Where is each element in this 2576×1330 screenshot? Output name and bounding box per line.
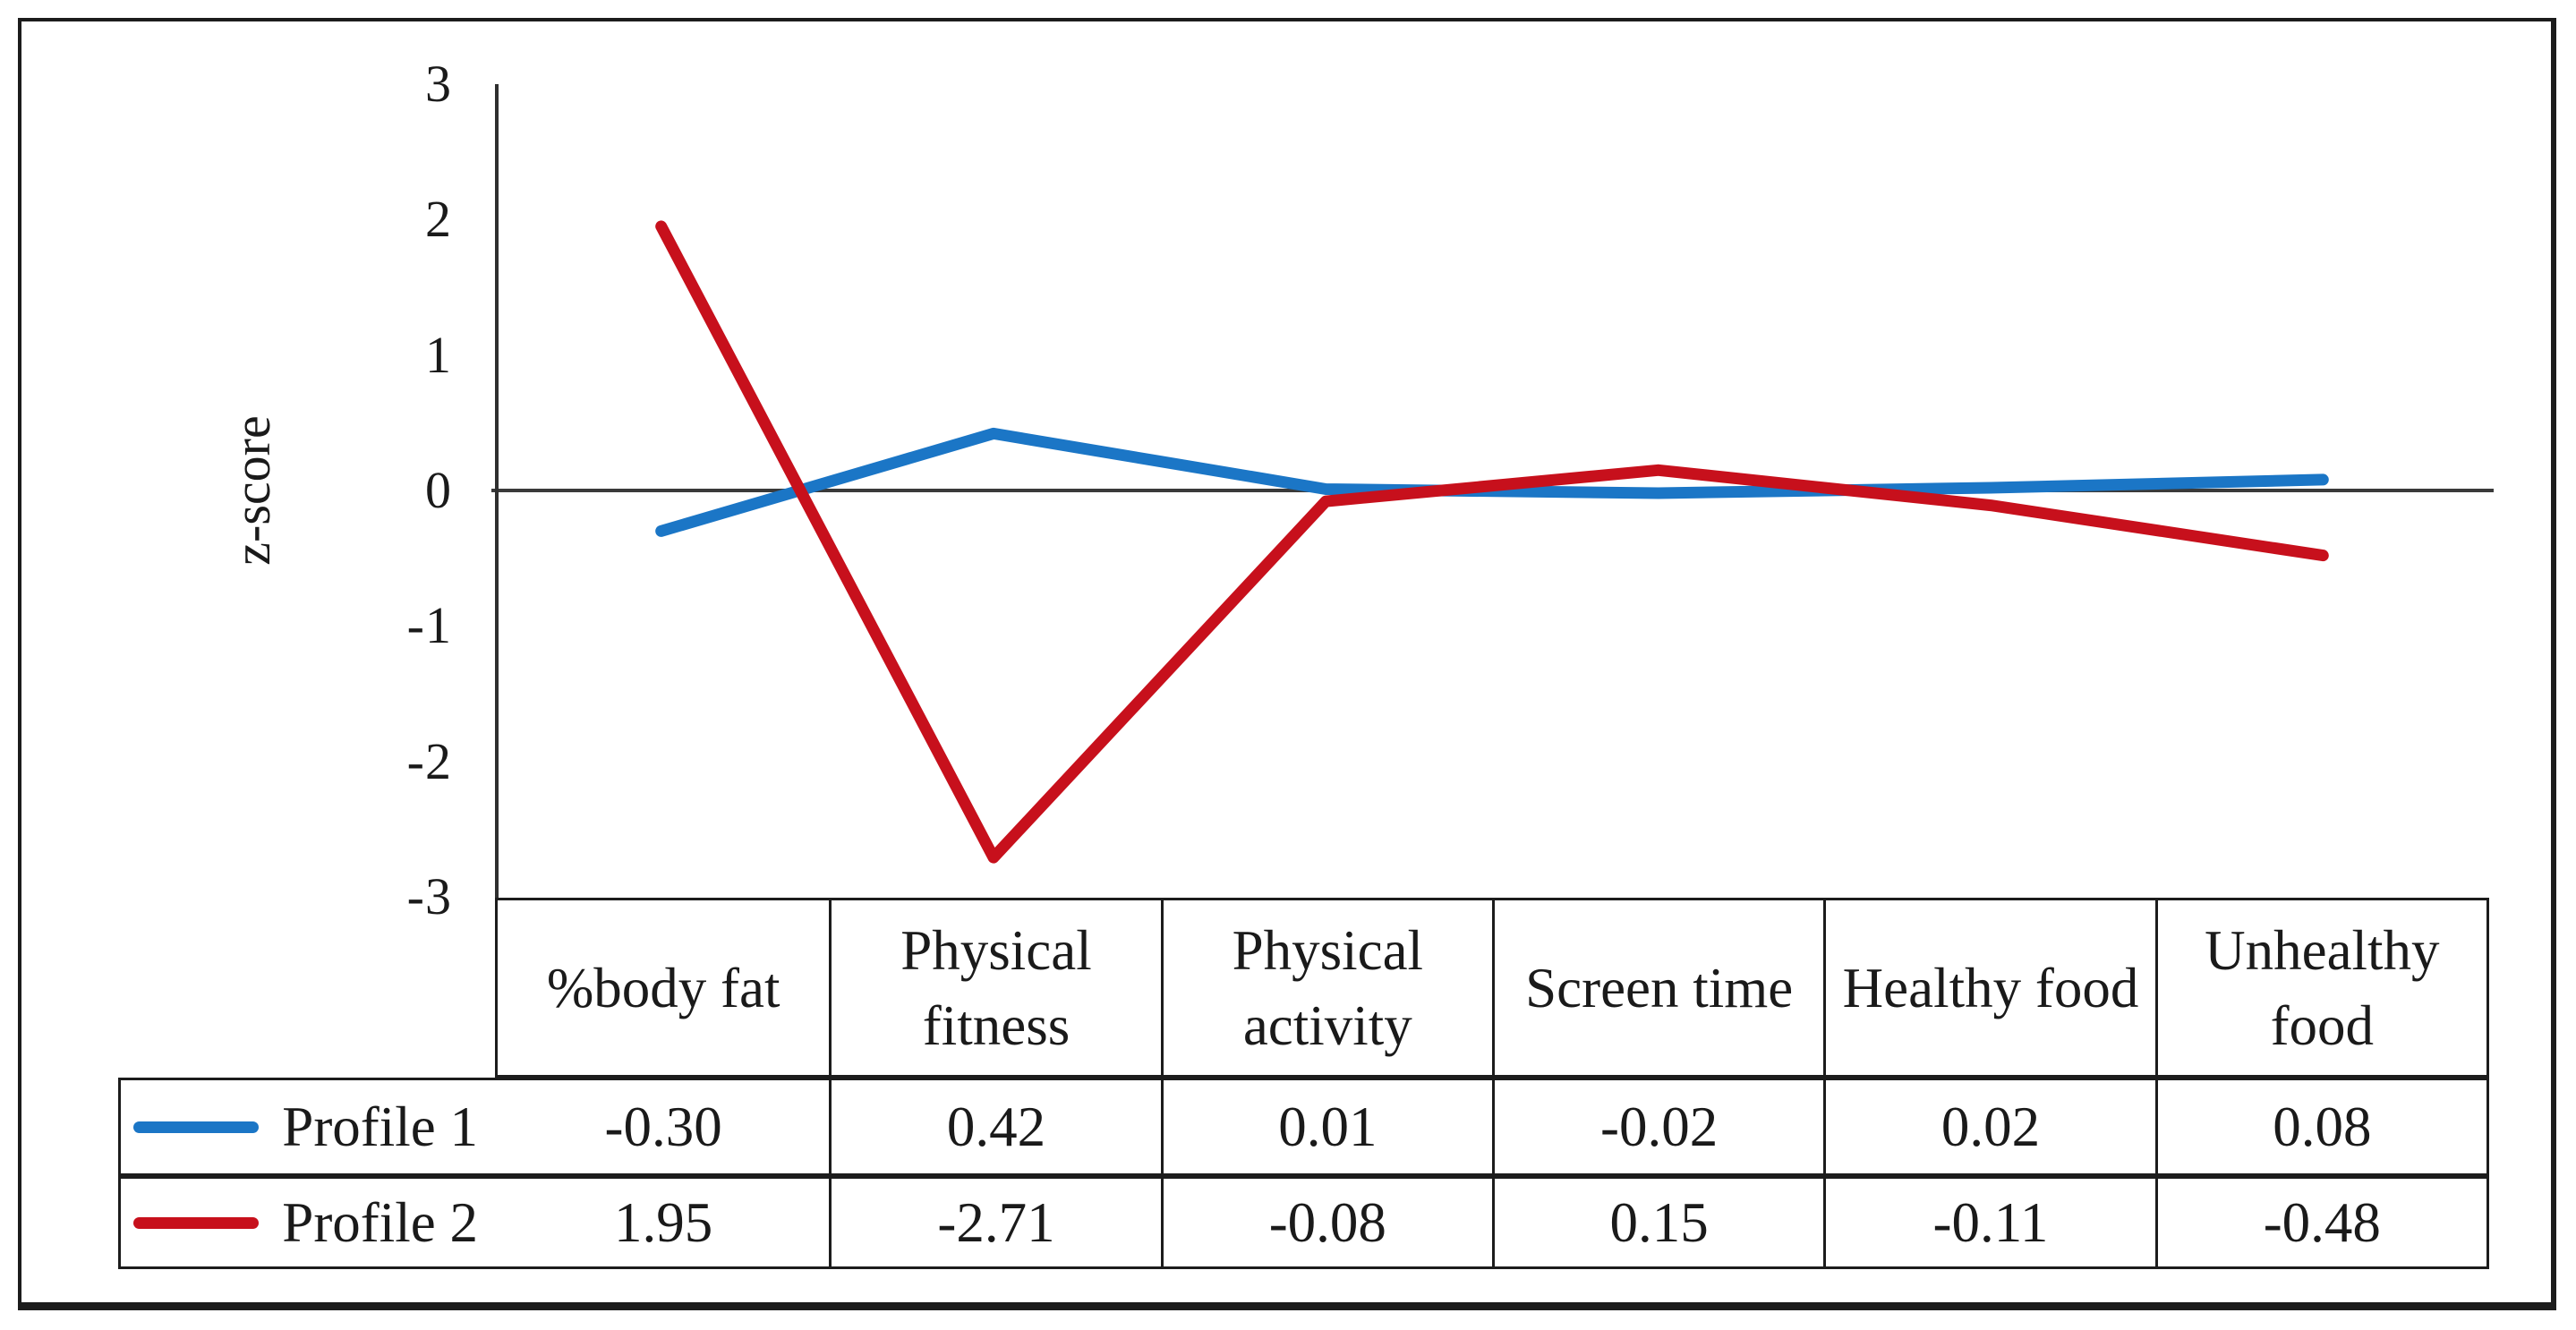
legend-cell-profile-2: Profile 2 <box>121 1179 498 1266</box>
legend-line-swatch <box>133 1121 259 1133</box>
y-tick-label: 2 <box>425 190 452 249</box>
value-cell: 0.02 <box>1823 1080 2154 1173</box>
value-cell: 0.08 <box>2154 1080 2486 1173</box>
value-cell: -0.30 <box>604 1096 722 1158</box>
header-cell-2: Physical fitness <box>829 900 1160 1075</box>
header-cell-1: %body fat <box>546 956 780 1019</box>
y-tick-label: 3 <box>425 55 452 113</box>
value-cell: -0.02 <box>1492 1080 1823 1173</box>
header-cell-4: Screen time <box>1492 900 1823 1075</box>
y-tick-label: -3 <box>406 867 452 925</box>
y-tick-label: -2 <box>406 731 452 790</box>
figure-frame <box>18 18 2556 1310</box>
header-cell-5: Healthy food <box>1823 900 2154 1075</box>
legend-line-swatch <box>133 1216 259 1229</box>
value-cell: 1.95 <box>614 1191 713 1254</box>
data-table-header-row: %body fat Physical fitness Physical activi… <box>495 898 2489 1078</box>
legend-label: Profile 1 <box>282 1095 478 1158</box>
legend-label: Profile 2 <box>282 1190 478 1254</box>
value-cell: 0.15 <box>1492 1179 1823 1266</box>
value-cell: -0.08 <box>1160 1179 1492 1266</box>
header-cell-6: Unhealthy food <box>2154 900 2486 1075</box>
value-cell: -0.11 <box>1823 1179 2154 1266</box>
legend-cell-profile-1: Profile 1 <box>121 1080 498 1173</box>
series-line-profile-2 <box>655 220 2329 864</box>
value-cell: 0.42 <box>829 1080 1160 1173</box>
value-cell: 0.01 <box>1160 1080 1492 1173</box>
y-tick-label: 1 <box>425 325 452 384</box>
data-table-row-profile-2: Profile 2 1.95 -2.71 -0.08 0.15 -0.11 -0.48 <box>118 1176 2489 1269</box>
value-cell: -0.48 <box>2154 1179 2486 1266</box>
y-tick-label: 0 <box>425 461 452 519</box>
header-cell-3: Physical activity <box>1160 900 1492 1075</box>
value-cell: -2.71 <box>829 1179 1160 1266</box>
data-table-row-profile-1: Profile 1 -0.30 0.42 0.01 -0.02 0.02 0.08 <box>118 1078 2489 1176</box>
y-tick-label: -1 <box>406 596 452 655</box>
